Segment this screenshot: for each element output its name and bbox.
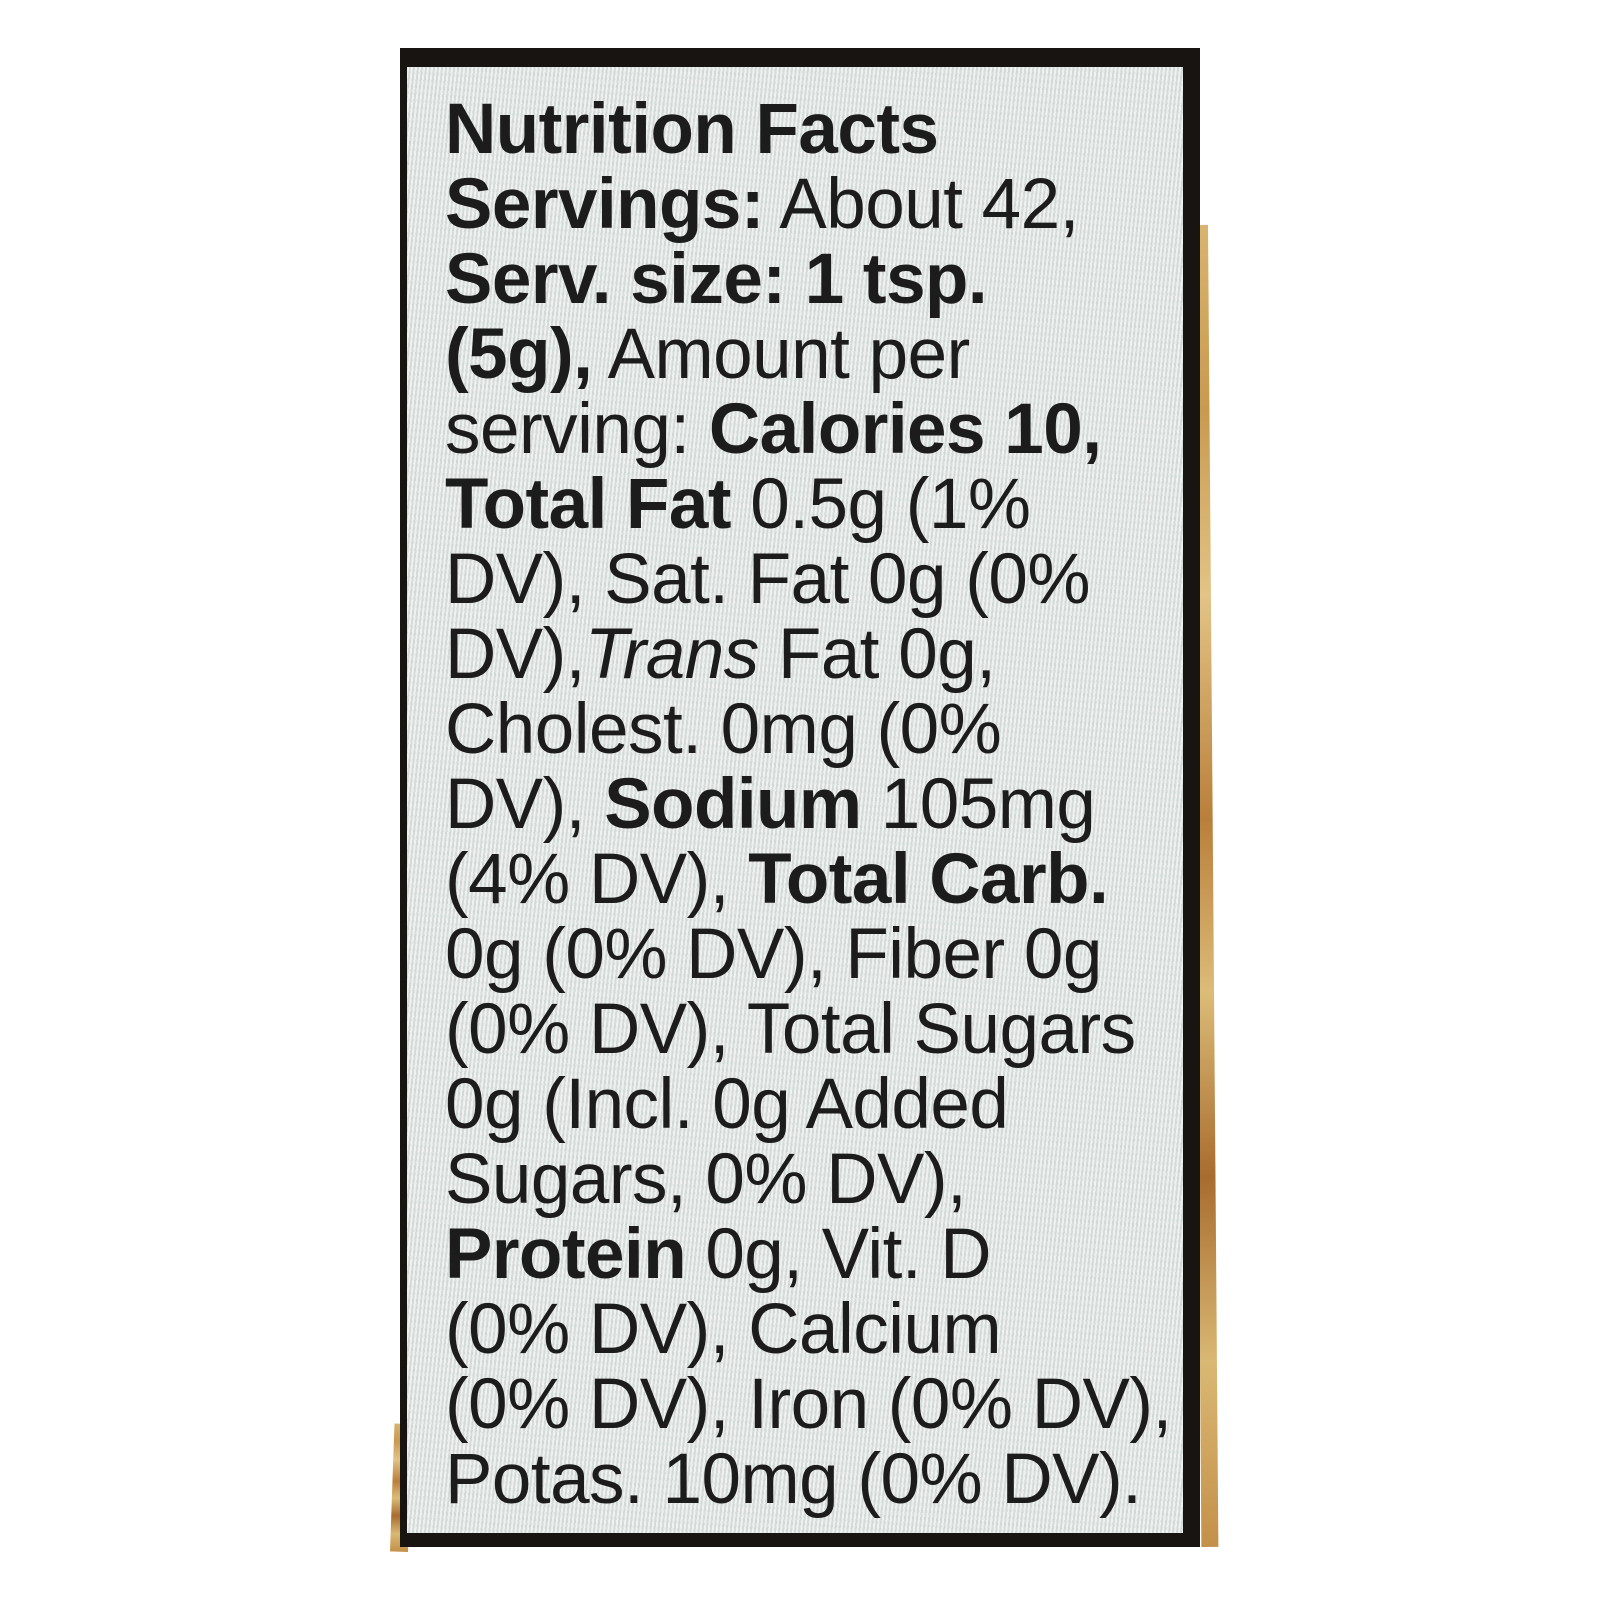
label-line: Serv. size: 1 tsp. [445,242,1173,317]
label-text-segment: Sugars, 0% DV), [445,1140,967,1219]
label-text-segment: DV), Sat. Fat 0g (0% [445,540,1091,619]
label-text-segment: Total Carb. [748,840,1109,919]
label-line: 0g (0% DV), Fiber 0g [445,917,1173,992]
label-text-segment: DV), [445,615,586,694]
label-line: (4% DV), Total Carb. [445,842,1173,917]
label-text-segment: Sodium [604,765,862,844]
label-text-segment: (0% DV), Iron (0% DV), [445,1365,1172,1444]
label-text-segment: Amount per [592,315,971,394]
label-text-segment: Fat 0g, [758,615,996,694]
nutrition-facts-text: Nutrition Facts Servings: About 42, Serv. … [407,67,1183,1533]
label-text-segment: Trans [585,615,759,694]
label-line: Protein 0g, Vit. D [445,1217,1173,1292]
label-text-segment: Calories 10, [708,390,1102,469]
label-text-segment: 105mg [861,765,1096,844]
label-line: DV), Sodium 105mg [445,767,1173,842]
label-line: Cholest. 0mg (0% [445,692,1173,767]
label-line: DV), Sat. Fat 0g (0% [445,542,1173,617]
label-text-segment: (0% DV), Calcium [445,1290,1002,1369]
label-line: (0% DV), Iron (0% DV), [445,1367,1173,1442]
label-text-segment: Servings: [445,165,765,244]
label-line: serving: Calories 10, [445,392,1173,467]
label-text-segment: (5g), [445,315,593,394]
label-text-segment: DV), [445,765,605,844]
label-line: Nutrition Facts [445,92,1173,167]
label-line: 0g (Incl. 0g Added [445,1067,1173,1142]
label-text-segment: serving: [445,390,709,469]
label-line: Sugars, 0% DV), [445,1142,1173,1217]
label-text-segment: 0g, Vit. D [686,1215,992,1294]
label-line: Potas. 10mg (0% DV). [445,1442,1173,1517]
label-text-segment: 0.5g (1% [731,465,1031,544]
label-line: Total Fat 0.5g (1% [445,467,1173,542]
label-text-segment: About 42, [764,165,1079,244]
nutrition-facts-label: Nutrition Facts Servings: About 42, Serv. … [400,48,1200,1547]
label-text-segment: Cholest. 0mg (0% [445,690,1002,769]
label-line: Servings: About 42, [445,167,1173,242]
label-line: (0% DV), Total Sugars [445,992,1173,1067]
label-text-segment: Total Fat [445,465,732,544]
label-text-segment: 0g (0% DV), Fiber 0g [445,915,1102,994]
label-text-segment: Serv. size: 1 tsp. [445,240,988,319]
label-text-segment: (4% DV), [445,840,749,919]
label-line: DV),Trans Fat 0g, [445,617,1173,692]
label-text-segment: 0g (Incl. 0g Added [445,1065,1009,1144]
label-line: (5g), Amount per [445,317,1173,392]
label-text-segment: (0% DV), Total Sugars [445,990,1136,1069]
label-text-segment: Potas. 10mg (0% DV). [445,1440,1142,1519]
label-line: (0% DV), Calcium [445,1292,1173,1367]
label-text-segment: Nutrition Facts [445,90,939,169]
label-text-segment: Protein [445,1215,687,1294]
